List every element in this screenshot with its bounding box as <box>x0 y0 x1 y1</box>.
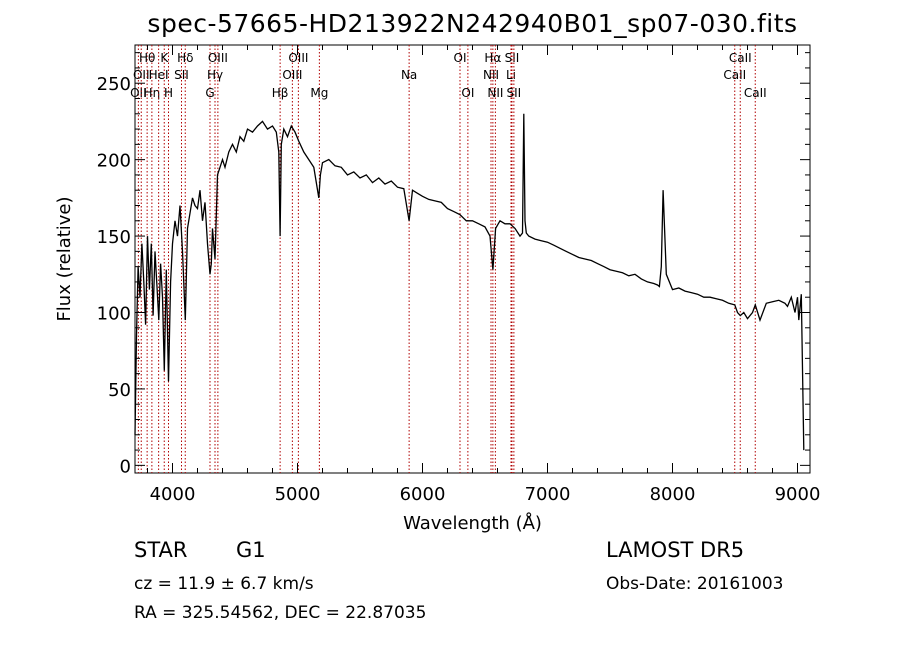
chart-title: spec-57665-HD213922N242940B01_sp07-030.f… <box>147 9 798 38</box>
x-tick-label: 8000 <box>650 484 696 505</box>
y-tick-label: 0 <box>120 456 131 477</box>
line-label: CaII <box>723 68 746 82</box>
x-tick-label: 5000 <box>275 484 321 505</box>
line-label: OI <box>461 86 474 100</box>
line-label: H <box>164 86 173 100</box>
coordinates-readout: RA = 325.54562, DEC = 22.87035 <box>134 603 427 623</box>
line-label: OI <box>454 51 467 65</box>
y-tick-label: 150 <box>97 227 131 248</box>
line-label: OIII <box>288 51 308 65</box>
line-label: OIII <box>208 51 228 65</box>
y-tick-label: 200 <box>97 151 131 172</box>
y-axis-label: Flux (relative) <box>54 196 75 321</box>
y-tick-label: 250 <box>97 74 131 95</box>
line-label: CaII <box>744 86 767 100</box>
line-label: OII <box>130 86 147 100</box>
x-axis-label: Wavelength (Å) <box>403 512 542 534</box>
line-label: Hα <box>484 51 501 65</box>
x-tick-label: 7000 <box>525 484 571 505</box>
line-label: K <box>160 51 169 65</box>
line-label: Li <box>506 68 516 82</box>
line-label: SII <box>505 51 520 65</box>
x-tick-label: 6000 <box>400 484 446 505</box>
spectrum-series-line <box>134 113 805 451</box>
object-class: STAR <box>134 538 188 562</box>
line-label: SII <box>174 68 189 82</box>
line-label: Hδ <box>177 51 193 65</box>
line-label: NII <box>487 86 503 100</box>
plot-frame <box>134 44 811 474</box>
y-tick-label: 100 <box>97 304 131 325</box>
line-label: CaII <box>729 51 752 65</box>
object-subclass: G1 <box>236 538 266 562</box>
line-label: G <box>205 86 214 100</box>
observation-date: Obs-Date: 20161003 <box>606 574 784 594</box>
line-label: HeI <box>149 68 169 82</box>
line-label: Hθ <box>139 51 155 65</box>
line-label: Hη <box>144 86 161 100</box>
survey-name: LAMOST DR5 <box>606 538 745 562</box>
line-label: Mg <box>310 86 328 100</box>
line-label: SII <box>507 86 522 100</box>
line-label: OII <box>133 68 150 82</box>
y-tick-label: 50 <box>108 380 131 401</box>
x-tick-label: 4000 <box>150 484 196 505</box>
line-label: Hγ <box>207 68 223 82</box>
axes: 4000 5000 6000 7000 8000 9000 0 50 100 150 200 250 <box>97 45 821 505</box>
spectral-line-markers: OIIOIIHθHηHeIKHSIIHδGHγOIIIHβOIIIOIIIMgN… <box>130 45 767 473</box>
line-label: Na <box>401 68 417 82</box>
line-label: Hβ <box>272 86 289 100</box>
redshift-readout: cz = 11.9 ± 6.7 km/s <box>134 574 314 594</box>
x-tick-label: 9000 <box>775 484 821 505</box>
line-label: NII <box>483 68 499 82</box>
line-label: OIII <box>282 68 302 82</box>
